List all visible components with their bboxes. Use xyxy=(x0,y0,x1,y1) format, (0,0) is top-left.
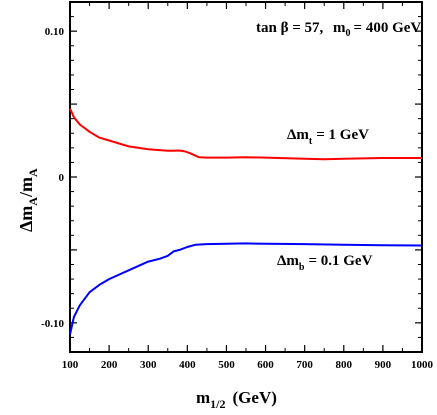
x-axis-title-unit: (GeV) xyxy=(233,388,277,407)
series-label-bottom: Δmb = 0.1 GeV xyxy=(277,253,373,273)
x-tick-label: 200 xyxy=(101,359,118,371)
series-label-top-delta: Δm xyxy=(287,127,309,143)
x-axis-title: m1/2 (GeV) xyxy=(196,388,277,411)
series-line-0 xyxy=(69,108,422,161)
x-tick-label: 100 xyxy=(62,359,79,371)
plot-frame xyxy=(69,1,423,353)
y-tick-label: 0.10 xyxy=(45,26,65,38)
y-axis-title-sub1: A xyxy=(26,197,40,206)
x-tick-label: 900 xyxy=(375,359,392,371)
y-tick-label: -0.10 xyxy=(41,318,64,330)
series-label-top-rest: = 1 GeV xyxy=(316,127,369,143)
title-rest: = 400 GeV xyxy=(354,20,422,36)
x-tick-label: 600 xyxy=(257,359,274,371)
x-tick-label: 400 xyxy=(179,359,196,371)
x-tick-label: 500 xyxy=(218,359,235,371)
series-label-bottom-sub: b xyxy=(299,262,305,273)
chart-title: tan β = 57, m0 = 400 GeV xyxy=(256,20,421,39)
y-tick-label: 0 xyxy=(59,172,65,184)
y-axis-title-delta: Δm xyxy=(16,206,36,232)
y-axis-title-slash: /m xyxy=(16,177,36,198)
x-axis-title-sub: 1/2 xyxy=(210,397,225,411)
series-line-1 xyxy=(69,242,423,335)
x-tick-label: 700 xyxy=(296,359,313,371)
x-tick-label: 800 xyxy=(336,359,353,371)
title-m: m xyxy=(333,20,346,36)
title-tan: tan β = 57, xyxy=(256,20,324,36)
series-group xyxy=(69,108,423,335)
series-label-bottom-delta: Δm xyxy=(277,253,299,269)
x-tick-label: 300 xyxy=(140,359,157,371)
y-axis-title-sub2: A xyxy=(26,168,40,177)
title-sub: 0 xyxy=(346,28,351,39)
x-axis-title-main: m xyxy=(196,388,210,407)
tick-labels: 100 200 300 400 500 600 700 800 900 1000 0.10 0 -0.1… xyxy=(41,26,433,371)
series-label-bottom-rest: = 0.1 GeV xyxy=(308,253,372,269)
y-axis-title: ΔmA/mA xyxy=(16,168,40,232)
ticks xyxy=(69,1,423,353)
series-label-top-sub: t xyxy=(309,136,313,147)
series-label-top: Δmt = 1 GeV xyxy=(287,127,369,147)
x-tick-label: 1000 xyxy=(411,359,434,371)
